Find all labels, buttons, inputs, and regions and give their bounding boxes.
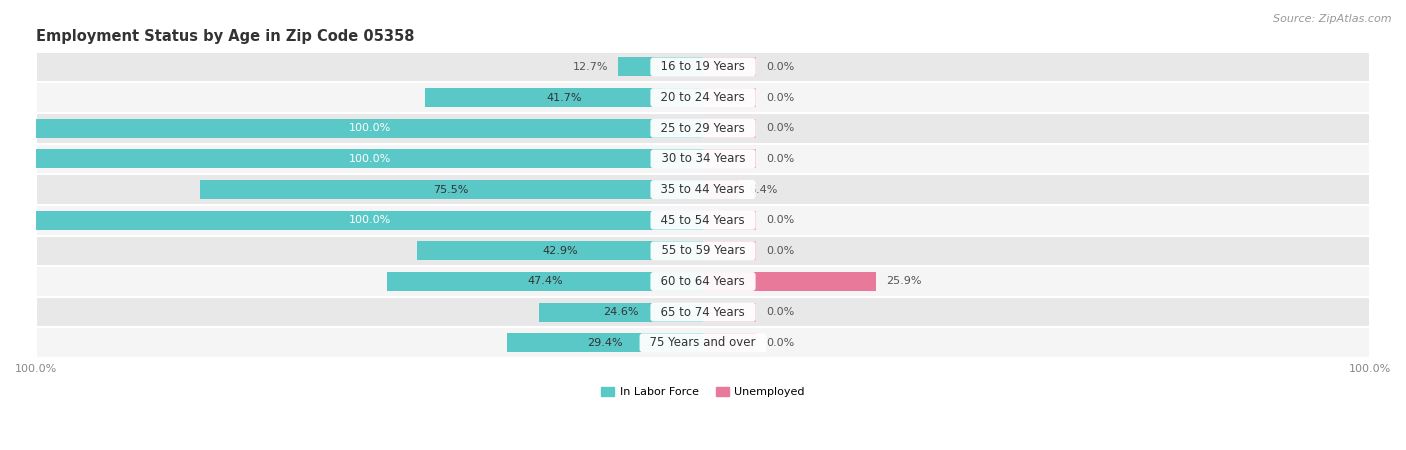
Text: 100.0%: 100.0%	[349, 154, 391, 164]
Text: 0.0%: 0.0%	[766, 246, 794, 256]
Text: 75 Years and over: 75 Years and over	[643, 336, 763, 349]
Bar	[508, 333, 703, 352]
Bar	[538, 303, 703, 322]
Text: 16 to 19 Years: 16 to 19 Years	[654, 60, 752, 73]
Bar	[37, 205, 1369, 235]
Bar	[37, 113, 1369, 144]
Text: 0.0%: 0.0%	[766, 338, 794, 348]
Text: 0.0%: 0.0%	[766, 123, 794, 133]
Text: 25.9%: 25.9%	[886, 276, 921, 287]
Text: 35 to 44 Years: 35 to 44 Years	[654, 183, 752, 196]
Text: 0.0%: 0.0%	[766, 154, 794, 164]
Text: 45 to 54 Years: 45 to 54 Years	[654, 214, 752, 227]
Bar	[37, 52, 1369, 82]
Bar	[387, 272, 703, 291]
Bar	[619, 58, 703, 76]
Bar	[703, 303, 756, 322]
Text: 55 to 59 Years: 55 to 59 Years	[654, 244, 752, 257]
Bar	[200, 180, 703, 199]
Text: 30 to 34 Years: 30 to 34 Years	[654, 153, 752, 166]
Text: 0.0%: 0.0%	[766, 215, 794, 225]
Bar	[703, 241, 756, 261]
Text: 42.9%: 42.9%	[543, 246, 578, 256]
Text: 100.0%: 100.0%	[349, 215, 391, 225]
Bar	[703, 88, 756, 107]
Text: 5.4%: 5.4%	[749, 184, 778, 194]
Text: 29.4%: 29.4%	[588, 338, 623, 348]
Legend: In Labor Force, Unemployed: In Labor Force, Unemployed	[596, 382, 810, 401]
Bar	[37, 328, 1369, 358]
Bar	[37, 144, 1369, 174]
Text: 100.0%: 100.0%	[349, 123, 391, 133]
Bar	[37, 119, 703, 138]
Text: 12.7%: 12.7%	[572, 62, 609, 72]
Text: 0.0%: 0.0%	[766, 93, 794, 103]
Text: 0.0%: 0.0%	[766, 307, 794, 317]
Text: 65 to 74 Years: 65 to 74 Years	[654, 306, 752, 319]
Text: 75.5%: 75.5%	[433, 184, 470, 194]
Text: 60 to 64 Years: 60 to 64 Years	[654, 275, 752, 288]
Text: Source: ZipAtlas.com: Source: ZipAtlas.com	[1274, 14, 1392, 23]
Bar	[37, 297, 1369, 328]
Text: Employment Status by Age in Zip Code 05358: Employment Status by Age in Zip Code 053…	[37, 28, 415, 44]
Text: 24.6%: 24.6%	[603, 307, 638, 317]
Bar	[703, 58, 756, 76]
Bar	[37, 235, 1369, 266]
Text: 0.0%: 0.0%	[766, 62, 794, 72]
Bar	[37, 211, 703, 230]
Text: 47.4%: 47.4%	[527, 276, 562, 287]
Bar	[418, 241, 703, 261]
Bar	[703, 333, 756, 352]
Bar	[703, 180, 740, 199]
Text: 20 to 24 Years: 20 to 24 Years	[654, 91, 752, 104]
Text: 25 to 29 Years: 25 to 29 Years	[654, 122, 752, 135]
Bar	[425, 88, 703, 107]
Bar	[703, 149, 756, 168]
Bar	[703, 119, 756, 138]
Bar	[37, 174, 1369, 205]
Bar	[37, 266, 1369, 297]
Bar	[37, 82, 1369, 113]
Text: 41.7%: 41.7%	[546, 93, 582, 103]
Bar	[703, 211, 756, 230]
Bar	[703, 272, 876, 291]
Bar	[37, 149, 703, 168]
